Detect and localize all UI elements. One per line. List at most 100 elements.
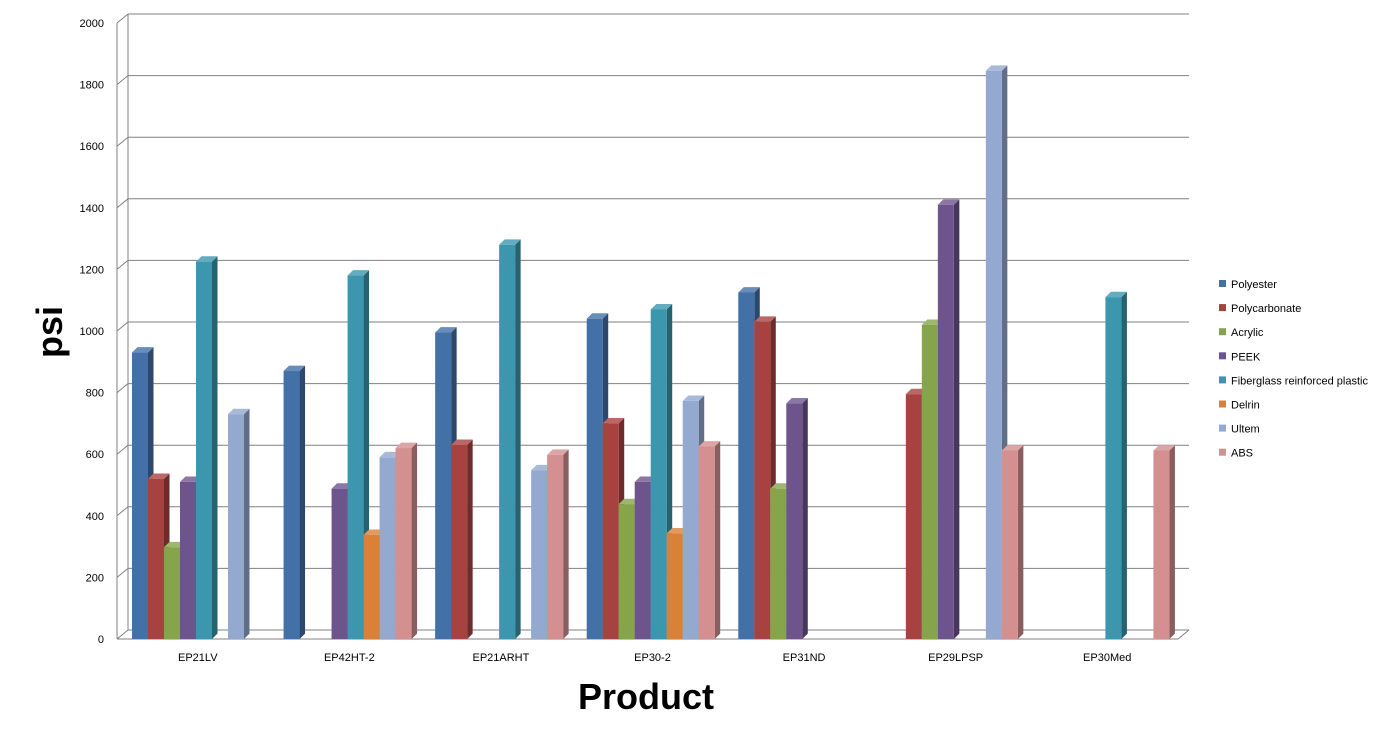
tick-labels: 0 200 400 600 800 1000 1200 1400 1600 1800 2000 EP2… xyxy=(80,18,1132,664)
bar-top xyxy=(738,287,760,293)
x-tick-label: EP30Med xyxy=(1083,652,1131,664)
legend-item: PEEK xyxy=(1219,351,1261,363)
bar-top xyxy=(754,316,776,322)
bar xyxy=(937,199,960,639)
bar-front xyxy=(363,534,380,639)
y-tick-label: 2000 xyxy=(80,18,104,30)
legend-swatch xyxy=(1219,448,1226,456)
bar xyxy=(283,365,306,639)
bar-front xyxy=(148,478,164,639)
y-axis-title: psi xyxy=(29,306,70,358)
bar xyxy=(1105,291,1127,639)
bar-side xyxy=(1017,445,1024,639)
bar-front xyxy=(602,423,619,639)
legend-label: ABS xyxy=(1231,448,1253,460)
bar-front xyxy=(531,470,548,639)
legend-label: Polycarbonate xyxy=(1231,303,1301,315)
bar-top xyxy=(1001,445,1024,451)
legend-item: Polycarbonate xyxy=(1219,303,1301,315)
bar-front xyxy=(164,547,180,639)
y-tick-label: 1800 xyxy=(80,80,104,92)
x-tick-label: EP21LV xyxy=(178,652,218,664)
legend-swatch xyxy=(1219,328,1226,336)
bar-top xyxy=(347,270,370,276)
bar-front xyxy=(937,204,954,639)
legend-item: Polyester xyxy=(1219,279,1277,291)
bar-front xyxy=(435,332,452,639)
bar-front xyxy=(180,481,196,639)
bar-top xyxy=(435,327,457,333)
x-tick-label: EP21ARHT xyxy=(472,652,529,664)
y-tick-label: 800 xyxy=(86,388,104,400)
legend: Polyester Polycarbonate Acrylic PEEK Fibergl… xyxy=(1219,279,1368,460)
legend-swatch xyxy=(1219,304,1226,312)
bar-front xyxy=(738,292,755,639)
bar-front xyxy=(754,321,771,639)
y-tick-label: 1200 xyxy=(80,264,104,276)
bar-top xyxy=(283,365,306,372)
bar xyxy=(499,239,521,640)
legend-label: Delrin xyxy=(1231,400,1260,412)
legend-swatch xyxy=(1219,352,1226,360)
bar xyxy=(1001,445,1024,639)
legend-label: PEEK xyxy=(1231,351,1261,363)
bar-top xyxy=(499,239,521,245)
bar-side xyxy=(802,397,808,639)
bar xyxy=(1153,445,1175,639)
bar-front xyxy=(905,394,922,639)
bar-side xyxy=(212,256,218,639)
bar-side xyxy=(953,199,960,639)
legend-swatch xyxy=(1219,424,1226,432)
bar-front xyxy=(379,457,396,639)
bar xyxy=(395,442,418,639)
bar-front xyxy=(331,488,348,639)
bar xyxy=(786,397,808,639)
bar-front xyxy=(347,275,364,639)
bar-side xyxy=(714,441,721,639)
bar xyxy=(451,439,473,639)
bar-front xyxy=(586,318,603,639)
bar-side xyxy=(411,442,418,639)
bar-front xyxy=(786,403,803,639)
bar-front xyxy=(451,444,468,639)
bar-front xyxy=(618,504,635,639)
bar-top xyxy=(132,347,154,353)
bar-top xyxy=(786,397,808,404)
gridline-diag xyxy=(116,260,129,270)
bar-top xyxy=(682,395,705,401)
legend-item: Ultem xyxy=(1219,424,1260,436)
bar-top xyxy=(395,442,418,449)
bar-front xyxy=(921,324,938,639)
bar-front xyxy=(666,533,683,639)
x-tick-label: EP31ND xyxy=(783,652,826,664)
legend-label: Fiberglass reinforced plastic xyxy=(1231,375,1368,387)
bar-front xyxy=(698,446,715,639)
bar-top xyxy=(1153,445,1175,451)
bar-front xyxy=(228,414,244,639)
bar-top xyxy=(148,473,170,479)
gridline-diag xyxy=(116,321,129,332)
gridline-diag xyxy=(116,568,129,578)
legend-item: Fiberglass reinforced plastic xyxy=(1219,375,1368,387)
y-tick-label: 400 xyxy=(86,511,104,523)
bar xyxy=(698,441,721,639)
bar-front xyxy=(1001,450,1018,639)
bar-front xyxy=(682,400,699,639)
bar-top xyxy=(586,313,609,319)
bar-top xyxy=(985,65,1008,71)
y-tick-label: 0 xyxy=(98,634,104,646)
bars xyxy=(132,65,1175,640)
legend-item: Delrin xyxy=(1219,400,1260,412)
y-tick-label: 1000 xyxy=(80,326,104,338)
legend-swatch xyxy=(1219,280,1226,287)
y-tick-label: 1400 xyxy=(80,203,104,215)
legend-item: ABS xyxy=(1219,448,1253,460)
legend-label: Ultem xyxy=(1231,424,1260,436)
x-tick-label: EP42HT-2 xyxy=(324,652,375,664)
bar-front xyxy=(1153,450,1170,639)
bar-side xyxy=(1121,291,1127,639)
bar-top xyxy=(698,441,721,447)
gridline-diag xyxy=(116,506,129,517)
bar-side xyxy=(244,408,250,639)
